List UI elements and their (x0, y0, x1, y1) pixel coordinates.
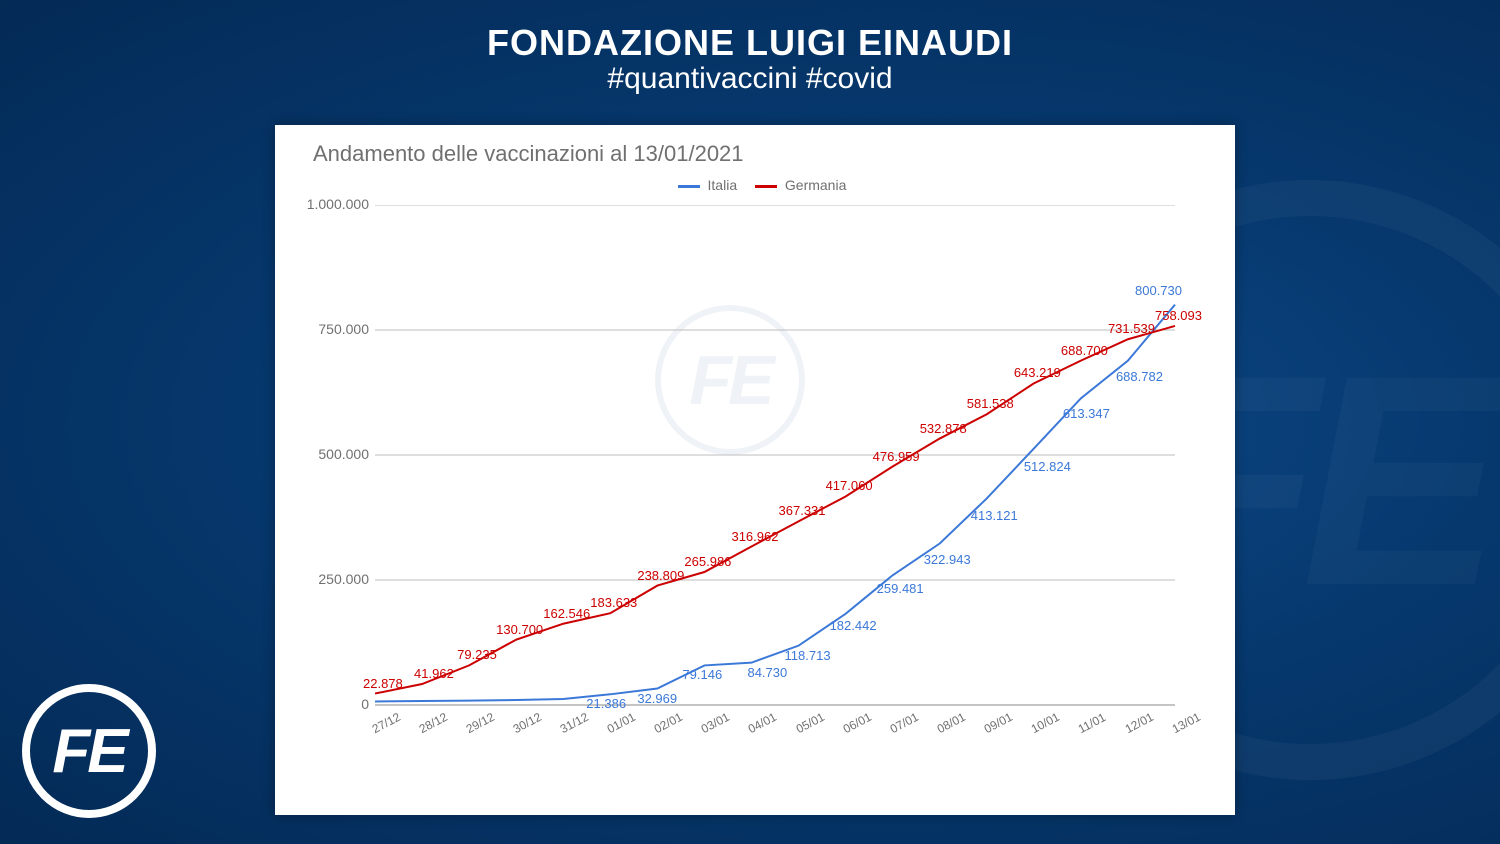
y-axis-label: 750.000 (281, 321, 369, 337)
y-axis-label: 1.000.000 (281, 196, 369, 212)
y-axis-label: 0 (281, 696, 369, 712)
legend-label-italia: Italia (708, 177, 738, 193)
chart-plot-area (375, 205, 1195, 745)
legend-swatch-germania (755, 185, 777, 188)
y-axis-label: 250.000 (281, 571, 369, 587)
page-subtitle: #quantivaccini #covid (0, 62, 1500, 96)
y-axis-label: 500.000 (281, 446, 369, 462)
chart-title: Andamento delle vaccinazioni al 13/01/20… (313, 141, 744, 167)
legend-swatch-italia (678, 185, 700, 188)
header: FONDAZIONE LUIGI EINAUDI #quantivaccini … (0, 0, 1500, 104)
logo-corner: FE (22, 684, 156, 818)
legend-label-germania: Germania (785, 177, 846, 193)
chart-svg (375, 205, 1195, 745)
chart-panel: Andamento delle vaccinazioni al 13/01/20… (275, 125, 1235, 815)
chart-legend: Italia Germania (275, 177, 1235, 193)
page-title: FONDAZIONE LUIGI EINAUDI (0, 22, 1500, 64)
